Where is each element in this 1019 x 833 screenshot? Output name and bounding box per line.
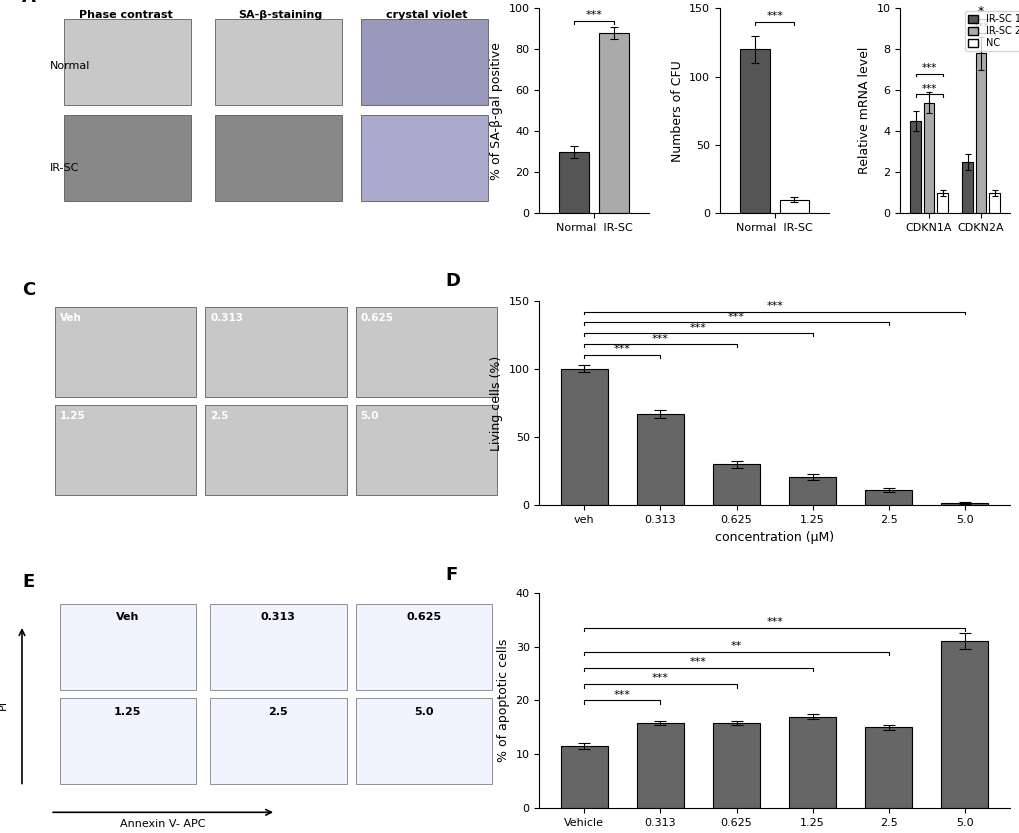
- Text: A: A: [22, 0, 36, 7]
- Text: **: **: [731, 641, 742, 651]
- Text: ***: ***: [920, 63, 935, 73]
- Bar: [210, 604, 346, 690]
- Text: 0.313: 0.313: [210, 313, 243, 323]
- Bar: [560, 369, 607, 506]
- Bar: [215, 18, 341, 105]
- Text: Veh: Veh: [59, 313, 82, 323]
- Bar: [558, 152, 589, 213]
- Text: 0.625: 0.625: [407, 612, 441, 622]
- Bar: [779, 200, 809, 213]
- Text: ***: ***: [920, 83, 935, 93]
- Bar: [712, 723, 759, 808]
- Text: crystal violet: crystal violet: [385, 10, 467, 20]
- Legend: IR-SC 1, IR-SC 2, NC: IR-SC 1, IR-SC 2, NC: [965, 11, 1019, 51]
- Text: Normal: Normal: [50, 61, 91, 71]
- Text: ***: ***: [728, 312, 744, 322]
- Bar: [941, 641, 987, 808]
- Bar: [936, 192, 947, 213]
- Text: Annexin V- APC: Annexin V- APC: [120, 819, 206, 829]
- Text: ***: ***: [690, 322, 706, 332]
- Y-axis label: % of apoptotic cells: % of apoptotic cells: [496, 639, 510, 762]
- Bar: [210, 698, 346, 785]
- Text: SA-β-staining: SA-β-staining: [238, 10, 322, 20]
- Text: ***: ***: [651, 333, 668, 343]
- Text: Phase contrast: Phase contrast: [78, 10, 172, 20]
- Bar: [356, 604, 492, 690]
- Bar: [205, 405, 346, 496]
- Bar: [712, 465, 759, 506]
- Bar: [64, 115, 192, 201]
- Text: 2.5: 2.5: [268, 707, 288, 717]
- Text: ***: ***: [613, 690, 630, 700]
- Text: D: D: [445, 272, 460, 291]
- Text: 5.0: 5.0: [361, 412, 379, 421]
- Text: 0.625: 0.625: [361, 313, 393, 323]
- Y-axis label: % of SA-β-gal positive: % of SA-β-gal positive: [490, 42, 502, 180]
- Bar: [215, 115, 341, 201]
- Bar: [864, 727, 911, 808]
- Text: PI: PI: [0, 700, 8, 710]
- Text: ***: ***: [765, 11, 783, 21]
- Bar: [636, 723, 684, 808]
- Bar: [356, 698, 492, 785]
- Bar: [205, 307, 346, 397]
- Text: 1.25: 1.25: [59, 412, 86, 421]
- Bar: [975, 53, 985, 213]
- Text: 2.5: 2.5: [210, 412, 228, 421]
- Text: E: E: [22, 573, 35, 591]
- Text: ***: ***: [765, 301, 783, 311]
- Bar: [356, 405, 496, 496]
- Text: 0.313: 0.313: [261, 612, 296, 622]
- Bar: [356, 307, 496, 397]
- Text: Veh: Veh: [116, 612, 140, 622]
- Y-axis label: Living cells (%): Living cells (%): [490, 356, 502, 451]
- Bar: [923, 102, 933, 213]
- Text: *: *: [977, 5, 983, 17]
- Text: ***: ***: [765, 617, 783, 627]
- Bar: [59, 604, 196, 690]
- Text: 5.0: 5.0: [414, 707, 433, 717]
- Text: ***: ***: [690, 657, 706, 667]
- Text: C: C: [22, 281, 36, 298]
- Bar: [789, 476, 836, 506]
- Bar: [560, 746, 607, 808]
- Bar: [55, 307, 196, 397]
- Bar: [909, 121, 920, 213]
- Bar: [598, 33, 629, 213]
- Y-axis label: Relative mRNA level: Relative mRNA level: [857, 47, 870, 174]
- Text: ***: ***: [651, 673, 668, 683]
- Bar: [864, 491, 911, 506]
- Bar: [59, 698, 196, 785]
- Bar: [962, 162, 972, 213]
- Bar: [789, 716, 836, 808]
- Bar: [636, 414, 684, 506]
- Bar: [739, 49, 769, 213]
- Bar: [988, 192, 999, 213]
- Bar: [64, 18, 192, 105]
- Bar: [361, 115, 487, 201]
- Text: ***: ***: [613, 344, 630, 354]
- Text: ***: ***: [585, 10, 602, 20]
- Bar: [55, 405, 196, 496]
- X-axis label: concentration (μM): concentration (μM): [714, 531, 834, 544]
- Text: F: F: [445, 566, 458, 584]
- Text: IR-SC: IR-SC: [50, 163, 79, 173]
- Text: 1.25: 1.25: [114, 707, 142, 717]
- Bar: [361, 18, 487, 105]
- Bar: [941, 503, 987, 506]
- Text: ***: ***: [972, 22, 987, 32]
- Y-axis label: Numbers of CFU: Numbers of CFU: [669, 60, 683, 162]
